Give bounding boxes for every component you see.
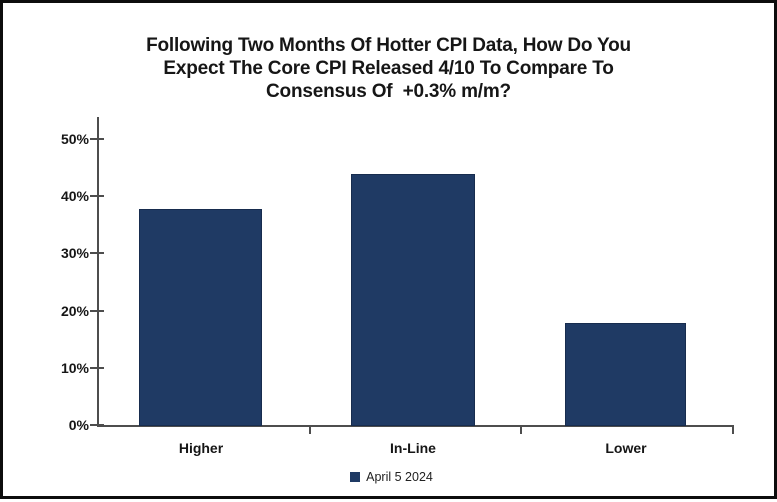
legend: April 5 2024 [3, 470, 777, 484]
bar-chart-plot-area: 50% 40% 30% 20% 10% 0% Higher In-Line Lo… [3, 3, 777, 502]
y-axis-label-10: 10% [60, 360, 89, 376]
y-axis-tick-50 [90, 138, 104, 140]
x-axis-tick-1 [309, 426, 311, 434]
chart-title: Following Two Months Of Hotter CPI Data,… [3, 34, 774, 103]
y-axis-tick-0 [90, 424, 104, 426]
x-axis-label-higher: Higher [178, 440, 224, 456]
x-axis-tick-2 [520, 426, 522, 434]
bar-higher [139, 208, 262, 426]
y-axis-label-20: 20% [60, 303, 89, 319]
x-axis-label-in-line: In-Line [390, 440, 436, 456]
y-axis-label-30: 30% [60, 245, 89, 261]
bar-in-line [351, 174, 475, 426]
chart-title-line-2: Expect The Core CPI Released 4/10 To Com… [163, 58, 614, 79]
y-axis-tick-10 [90, 367, 104, 369]
x-axis-label-lower: Lower [605, 440, 647, 456]
y-axis-label-0: 0% [68, 417, 89, 433]
x-axis-line [97, 425, 734, 427]
y-axis-tick-20 [90, 310, 104, 312]
chart-title-line-1: Following Two Months Of Hotter CPI Data,… [146, 35, 631, 56]
bar-lower [565, 323, 686, 426]
legend-series-label: April 5 2024 [366, 470, 433, 484]
y-axis-tick-30 [90, 252, 104, 254]
y-axis-label-40: 40% [60, 188, 89, 204]
x-axis-tick-3 [732, 426, 734, 434]
chart-title-line-3: Consensus Of +0.3% m/m? [266, 81, 511, 102]
legend-swatch-icon [350, 472, 361, 482]
y-axis-line [97, 117, 99, 427]
y-axis-tick-40 [90, 195, 104, 197]
y-axis-label-50: 50% [60, 131, 89, 147]
